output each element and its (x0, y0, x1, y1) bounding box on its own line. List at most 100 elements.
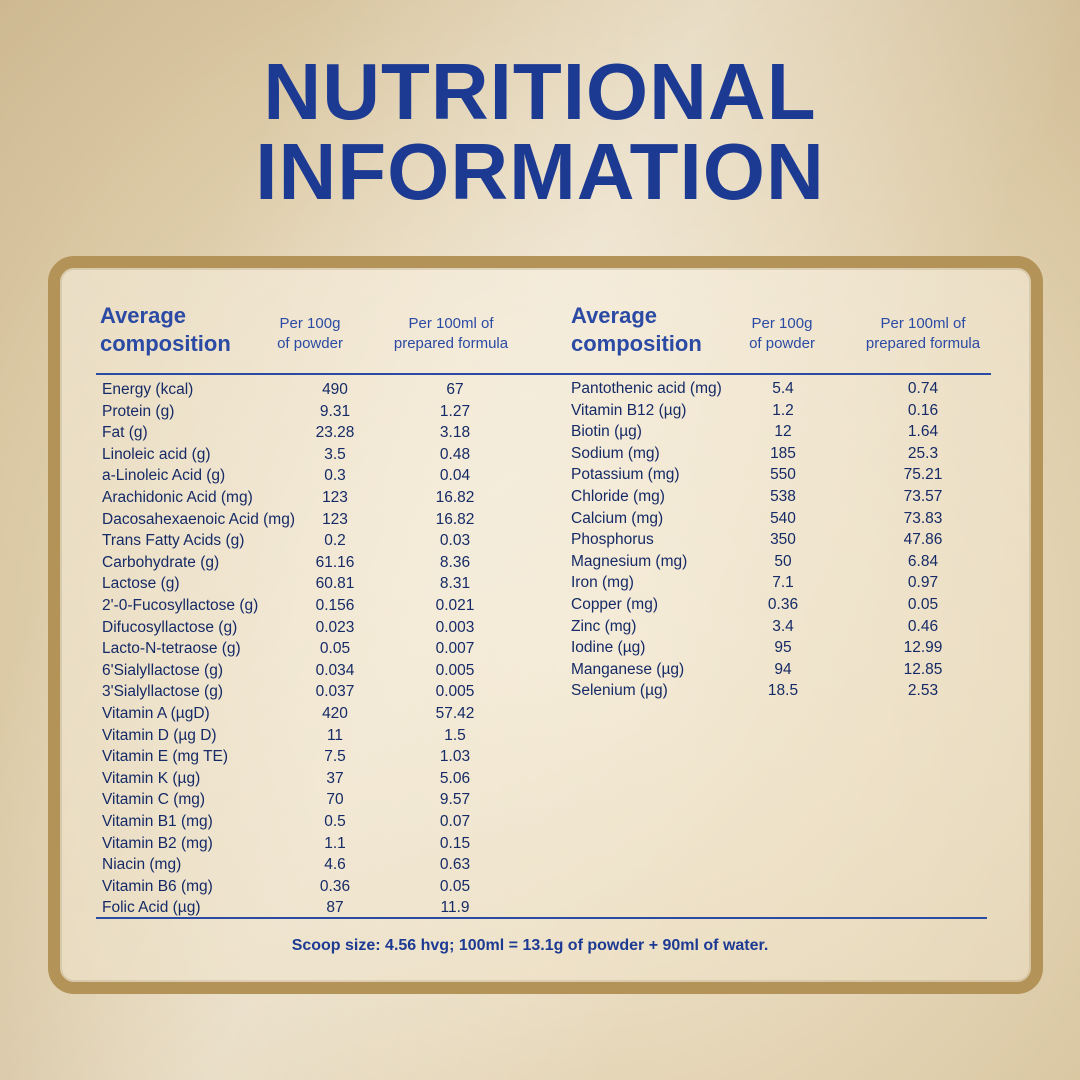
nutrient-name: Manganese (µg) (571, 660, 685, 678)
nutrient-name: Vitamin C (mg) (102, 791, 206, 809)
per-100ml-value: 12.85 (903, 660, 943, 678)
nutrient-name: a-Linoleic Acid (g) (102, 467, 226, 485)
nutrient-name: Vitamin B2 (mg) (102, 834, 213, 852)
left-composition-header-line-1: Average (100, 303, 187, 328)
per-100ml-value: 0.005 (435, 661, 475, 679)
per-100g-value: 4.6 (324, 856, 346, 874)
per-100g-value: 37 (326, 769, 344, 787)
footer-divider (96, 917, 987, 919)
nutrient-name: Lacto-N-tetraose (g) (102, 640, 241, 658)
per-100ml-value: 9.57 (439, 791, 471, 809)
nutrient-name: Vitamin B6 (mg) (102, 877, 213, 895)
left-per100ml-header: Per 100ml of prepared formula (380, 314, 522, 354)
per-100ml-value: 16.82 (435, 510, 475, 528)
right-composition-header-line-1: Average (571, 303, 658, 328)
per-100ml-value: 0.48 (439, 445, 471, 463)
nutrient-name: Linoleic acid (g) (102, 445, 211, 463)
title-line-2: INFORMATION (255, 127, 825, 216)
per-100g-value: 0.05 (319, 640, 351, 658)
per-100ml-value: 0.97 (907, 574, 939, 592)
per-100g-value: 0.5 (324, 813, 346, 830)
nutrient-name: Difucosyllactose (g) (102, 618, 238, 636)
title-line-1: NUTRITIONAL (263, 47, 817, 136)
nutrient-name: Fat (g) (102, 424, 148, 442)
per-100ml-value: 6.84 (907, 552, 939, 570)
per-100ml-value: 1.5 (444, 726, 466, 744)
per-100g-value: 0.156 (315, 597, 355, 614)
nutrient-name: Energy (kcal) (102, 381, 194, 398)
right-per100g-header-line-2: of powder (749, 335, 815, 352)
per-100ml-value: 73.57 (903, 488, 943, 505)
nutrient-name: Vitamin E (mg TE) (102, 748, 229, 766)
per-100ml-value: 1.27 (439, 402, 471, 420)
nutrient-name: Copper (mg) (571, 596, 658, 613)
per-100ml-value: 0.007 (435, 640, 475, 658)
per-100ml-value: 8.31 (439, 575, 471, 593)
nutrient-name: Sodium (mg) (571, 444, 660, 462)
per-100g-value: 0.034 (315, 661, 355, 679)
per-100ml-value: 2.53 (907, 682, 939, 700)
page-title: NUTRITIONAL INFORMATION (0, 52, 1080, 212)
left-composition-header: Average composition (100, 302, 231, 358)
per-100ml-value: 1.64 (907, 423, 939, 441)
left-per100g-header-line-1: Per 100g (279, 315, 341, 332)
nutrient-name: Folic Acid (µg) (102, 899, 201, 917)
per-100g-value: 0.023 (315, 618, 355, 636)
nutrient-name: Iron (mg) (571, 574, 634, 592)
left-per100ml-header-line-2: prepared formula (393, 335, 509, 352)
nutrient-name: Iodine (µg) (571, 639, 646, 657)
scoop-size-note: Scoop size: 4.56 hvg; 100ml = 13.1g of p… (291, 937, 769, 954)
per-100ml-value: 0.63 (439, 856, 471, 874)
per-100g-value: 1.1 (324, 834, 346, 852)
per-100g-value: 70 (326, 791, 344, 809)
per-100ml-value: 0.005 (435, 683, 475, 701)
per-100g-value: 538 (770, 488, 796, 505)
per-100g-value: 7.5 (324, 748, 346, 766)
per-100g-value: 11 (326, 726, 344, 744)
per-100ml-value: 0.74 (907, 380, 939, 397)
per-100g-value: 1.2 (772, 401, 794, 419)
left-per100ml-header-line-1: Per 100ml of (408, 315, 494, 332)
nutrition-panel (48, 256, 1043, 994)
per-100ml-value: 1.03 (439, 748, 471, 766)
per-100g-value: 3.4 (772, 617, 794, 635)
per-100g-value: 18.5 (767, 682, 799, 700)
left-per100g-header-line-2: of powder (277, 335, 343, 352)
nutrient-name: Pantothenic acid (mg) (571, 380, 722, 397)
per-100g-value: 94 (774, 660, 792, 678)
nutrient-name: Dacosahexaenoic Acid (mg) (102, 510, 295, 528)
per-100g-value: 5.4 (772, 380, 794, 397)
nutrient-name: Vitamin B12 (µg) (571, 401, 687, 419)
nutrient-name: Calcium (mg) (571, 509, 664, 527)
nutrient-name: Vitamin D (µg D) (102, 726, 217, 744)
per-100g-value: 3.5 (324, 445, 346, 463)
per-100ml-value: 0.05 (907, 596, 939, 613)
nutrient-name: 6'Sialyllactose (g) (102, 661, 223, 679)
per-100ml-value: 8.36 (439, 553, 471, 571)
nutrient-name: Protein (g) (102, 402, 175, 420)
per-100g-value: 7.1 (772, 574, 794, 592)
per-100ml-value: 12.99 (903, 639, 943, 657)
left-per100g-header: Per 100g of powder (260, 314, 360, 354)
nutrient-name: Niacin (mg) (102, 856, 182, 874)
per-100g-value: 420 (322, 705, 348, 722)
per-100ml-value: 3.18 (439, 424, 471, 442)
per-100g-value: 9.31 (319, 402, 351, 420)
per-100g-value: 60.81 (315, 575, 355, 593)
right-per100g-header-line-1: Per 100g (751, 315, 813, 332)
right-per100ml-header-line-2: prepared formula (865, 335, 981, 352)
nutrient-name: Lactose (g) (102, 575, 180, 593)
nutrient-name: Vitamin B1 (mg) (102, 813, 213, 830)
per-100ml-value: 0.07 (439, 813, 471, 830)
per-100g-value: 185 (770, 444, 796, 462)
per-100g-value: 0.2 (324, 532, 346, 550)
per-100ml-value: 0.46 (907, 617, 939, 635)
nutrient-name: Potassium (mg) (571, 466, 680, 484)
nutrient-name: Biotin (µg) (571, 423, 642, 441)
per-100g-value: 0.36 (319, 877, 351, 895)
per-100ml-value: 73.83 (903, 509, 943, 527)
per-100g-value: 0.037 (315, 683, 355, 701)
per-100ml-value: 0.05 (439, 877, 471, 895)
per-100ml-value: 47.86 (903, 531, 943, 549)
header-divider (96, 373, 991, 375)
